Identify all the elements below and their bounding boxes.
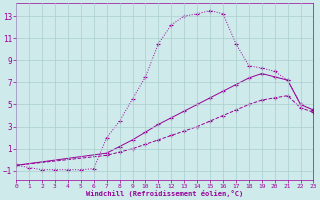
X-axis label: Windchill (Refroidissement éolien,°C): Windchill (Refroidissement éolien,°C) <box>86 190 244 197</box>
